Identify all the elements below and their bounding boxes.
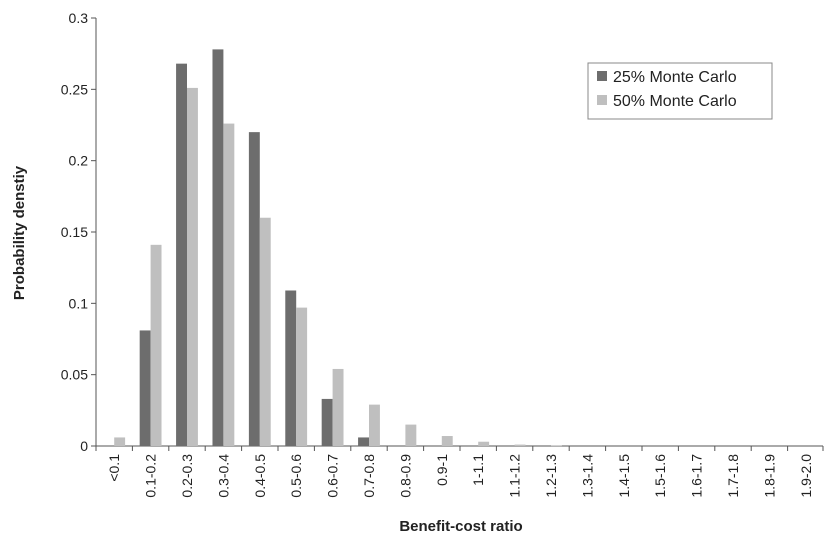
bar-25-monte-carlo-0-2-0-3 <box>176 63 187 447</box>
bar-50-monte-carlo-1-1-1-2 <box>514 444 526 446</box>
y-tick-label: 0.1 <box>69 295 89 311</box>
bar-50-monte-carlo-0-9-1 <box>441 436 453 446</box>
bar-50-monte-carlo-0-3-0-4 <box>223 123 235 446</box>
bar-50-monte-carlo-0-1-0-2 <box>150 244 162 446</box>
y-tick-label: 0 <box>80 438 88 454</box>
x-tick-label-0-1-0-2: 0.1-0.2 <box>143 454 159 498</box>
legend: 25% Monte Carlo 50% Monte Carlo <box>587 62 773 120</box>
bar-50-monte-carlo-0-5-0-6 <box>296 307 308 446</box>
bar-25-monte-carlo-0-6-0-7 <box>321 398 333 446</box>
x-tick-label-0-7-0-8: 0.7-0.8 <box>361 454 377 498</box>
x-tick-label-0-5-0-6: 0.5-0.6 <box>288 454 304 498</box>
x-tick-label-1-5-1-6: 1.5-1.6 <box>652 454 668 498</box>
legend-swatch-50-monte-carlo <box>597 95 607 105</box>
x-tick-label-0-3-0-4: 0.3-0.4 <box>215 454 231 498</box>
y-tick-label: 0.15 <box>61 224 88 240</box>
x-tick-label-1-3-1-4: 1.3-1.4 <box>579 454 595 498</box>
x-tick-label-1-7-1-8: 1.7-1.8 <box>725 454 741 498</box>
bar-25-monte-carlo-0-1-0-2 <box>139 330 151 446</box>
legend-label-25-monte-carlo: 25% Monte Carlo <box>613 69 737 86</box>
x-tick-label-1-1-1: 1-1.1 <box>470 454 486 486</box>
x-tick-label-0-8-0-9: 0.8-0.9 <box>397 454 413 498</box>
bar-25-monte-carlo-0-4-0-5 <box>248 132 260 446</box>
y-tick-label: 0.25 <box>61 81 88 97</box>
bar-50-monte-carlo-lt0-1 <box>114 437 126 446</box>
bar-50-monte-carlo-0-8-0-9 <box>405 424 417 446</box>
bar-50-monte-carlo-1-1-1 <box>478 441 490 446</box>
bar-50-monte-carlo-0-6-0-7 <box>332 368 344 446</box>
bar-25-monte-carlo-0-7-0-8 <box>358 437 369 446</box>
x-tick-label-0-2-0-3: 0.2-0.3 <box>179 454 195 498</box>
bar-50-monte-carlo-0-7-0-8 <box>369 404 380 446</box>
bar-50-monte-carlo-0-4-0-5 <box>259 217 271 446</box>
x-axis-title: Benefit-cost ratio <box>399 518 522 535</box>
x-tick-label-0-9-1: 0.9-1 <box>434 454 450 486</box>
x-axis: <0.1 0.1-0.2 0.2-0.3 0.3-0.4 0.4-0.5 0.5-0.6 0… <box>95 445 824 498</box>
x-tick-label-lt0-1: <0.1 <box>106 454 122 482</box>
x-tick-label-1-1-1-2: 1.1-1.2 <box>507 454 523 498</box>
bar-25-monte-carlo-0-3-0-4 <box>212 49 224 447</box>
y-tick-label: 0.2 <box>69 153 89 169</box>
x-tick-label-1-6-1-7: 1.6-1.7 <box>689 454 705 498</box>
bar-50-monte-carlo-1-2-1-3 <box>551 445 562 447</box>
y-tick-label: 0.05 <box>61 367 88 383</box>
legend-label-50-monte-carlo: 50% Monte Carlo <box>613 93 737 110</box>
x-tick-label-1-4-1-5: 1.4-1.5 <box>616 454 632 498</box>
legend-swatch-25-monte-carlo <box>597 71 607 81</box>
y-tick-label: 0.3 <box>69 10 89 26</box>
bar-25-monte-carlo-0-5-0-6 <box>285 290 297 446</box>
bars <box>114 49 562 447</box>
y-axis: 0 0.05 0.1 0.15 0.2 0.25 0.3 <box>61 10 97 454</box>
bar-50-monte-carlo-0-2-0-3 <box>187 87 198 446</box>
x-tick-label-1-2-1-3: 1.2-1.3 <box>543 454 559 498</box>
y-axis-title: Probability denstiy <box>11 165 28 300</box>
x-tick-label-0-6-0-7: 0.6-0.7 <box>325 454 341 498</box>
x-tick-label-1-8-1-9: 1.8-1.9 <box>761 454 777 498</box>
legend-box <box>587 62 773 120</box>
x-tick-label-1-9-2-0: 1.9-2.0 <box>798 454 814 498</box>
x-tick-label-0-4-0-5: 0.4-0.5 <box>252 454 268 498</box>
